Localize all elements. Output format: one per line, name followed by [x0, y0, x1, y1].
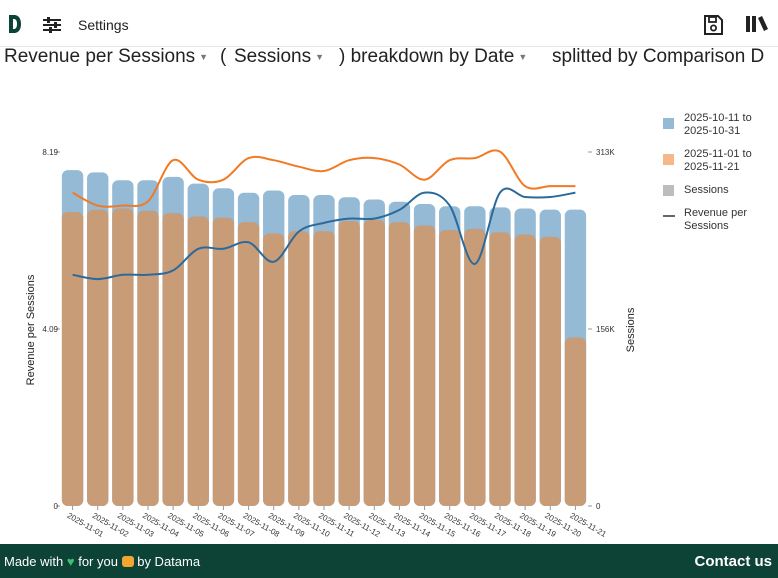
- legend-swatch: [663, 185, 674, 196]
- bar-sessions-period2: [464, 228, 486, 506]
- line-revenue-period2: [72, 149, 576, 208]
- bar-sessions-period2: [439, 230, 461, 507]
- bar-sessions-period2: [388, 222, 411, 506]
- y-axis-right-label: Sessions: [625, 307, 637, 352]
- bar-sessions-period2: [212, 217, 235, 506]
- y-left-tick-label: 4.09: [42, 325, 58, 334]
- y-right-tick-label: 156K: [596, 325, 615, 334]
- metric-selector[interactable]: Revenue per Sessions ▼: [4, 46, 208, 68]
- legend-item-period2[interactable]: 2025-11-01 to 2025-11-21: [663, 148, 773, 174]
- save-icon[interactable]: [702, 14, 724, 41]
- datama-logo-icon[interactable]: [8, 14, 22, 39]
- by-datama-label: by Datama: [137, 554, 201, 569]
- chevron-down-icon: ▼: [518, 51, 528, 62]
- datama-books-icon[interactable]: [745, 14, 769, 39]
- open-paren: (: [220, 46, 227, 67]
- bar-sessions-period2: [514, 234, 536, 506]
- legend-swatch: [663, 215, 675, 217]
- left-axis: 0 4.09 8.19: [42, 148, 60, 511]
- right-axis: 0 156K 313K: [588, 148, 615, 511]
- bar-sessions-period2: [539, 236, 561, 506]
- line-revenue-period1: [72, 187, 576, 281]
- bar-sessions-period2: [112, 208, 134, 507]
- y-axis-left-label: Revenue per Sessions: [25, 274, 37, 385]
- chevron-down-icon: ▼: [199, 51, 209, 62]
- split-selector[interactable]: splitted by Comparison D: [552, 46, 765, 67]
- y-left-tick-label: 0: [54, 502, 59, 511]
- bar-sessions-period2: [363, 219, 385, 506]
- bar-sessions-period2: [313, 231, 335, 507]
- y-right-tick-label: 0: [596, 502, 601, 511]
- x-axis: 2025-11-012025-11-022025-11-032025-11-04…: [66, 506, 608, 539]
- bar-sessions-period2: [288, 231, 310, 507]
- settings-label[interactable]: Settings: [78, 17, 129, 33]
- dimension-selector[interactable]: Sessions ▼: [234, 46, 324, 68]
- bar-sessions-period2: [137, 210, 159, 506]
- bar-sessions-period2: [87, 209, 109, 506]
- metric-label: Revenue per Sessions: [4, 46, 196, 67]
- legend-item-sessions[interactable]: Sessions: [663, 184, 773, 197]
- top-bar: Settings: [0, 0, 778, 47]
- combo-chart: 0 4.09 8.19 0 156K 313K 2025-11-012025-11-02…: [25, 148, 637, 539]
- legend-label: Sessions: [684, 184, 729, 196]
- footer: Made with ♥ for you by Datama Contact us: [0, 544, 778, 578]
- legend-item-revenue[interactable]: Revenue per Sessions: [663, 207, 773, 233]
- y-left-tick-label: 8.19: [42, 148, 58, 157]
- for-you-label: for you: [78, 554, 118, 569]
- bar-sessions-period2: [338, 220, 360, 506]
- breakdown-selector[interactable]: ) breakdown by Date ▼: [339, 46, 527, 68]
- query-bar: Revenue per Sessions ▼ ( Sessions ▼ ) brea…: [0, 44, 778, 72]
- made-with-label: Made with: [4, 554, 64, 569]
- chevron-down-icon: ▼: [315, 51, 325, 62]
- bars-period2: [61, 208, 587, 507]
- y-right-tick-label: 313K: [596, 148, 615, 157]
- legend-swatch: [663, 118, 674, 129]
- legend-label: Revenue per Sessions: [684, 207, 747, 232]
- bar-sessions-period2: [413, 225, 436, 506]
- legend-label: 2025-10-11 to 2025-10-31: [684, 112, 752, 137]
- hand-icon: [121, 556, 134, 567]
- bar-sessions-period2: [162, 213, 184, 506]
- dimension-label: Sessions: [234, 46, 312, 67]
- bar-sessions-period2: [489, 232, 511, 506]
- sliders-icon[interactable]: [42, 16, 62, 39]
- bar-sessions-period2: [237, 222, 260, 506]
- bar-sessions-period2: [187, 216, 209, 506]
- legend-label: 2025-11-01 to 2025-11-21: [684, 148, 752, 173]
- line-series: [72, 149, 576, 281]
- bar-sessions-period2: [263, 233, 285, 506]
- legend-swatch: [663, 154, 674, 165]
- footer-credit: Made with ♥ for you by Datama: [4, 554, 200, 569]
- contact-us-link[interactable]: Contact us: [694, 553, 772, 570]
- breakdown-label: ) breakdown by Date: [339, 46, 515, 67]
- bar-sessions-period2: [61, 211, 84, 506]
- heart-icon: ♥: [66, 554, 75, 569]
- chart-legend: 2025-10-11 to 2025-10-31 2025-11-01 to 2…: [663, 112, 773, 243]
- legend-item-period1[interactable]: 2025-10-11 to 2025-10-31: [663, 112, 773, 138]
- bar-sessions-period2: [564, 337, 587, 506]
